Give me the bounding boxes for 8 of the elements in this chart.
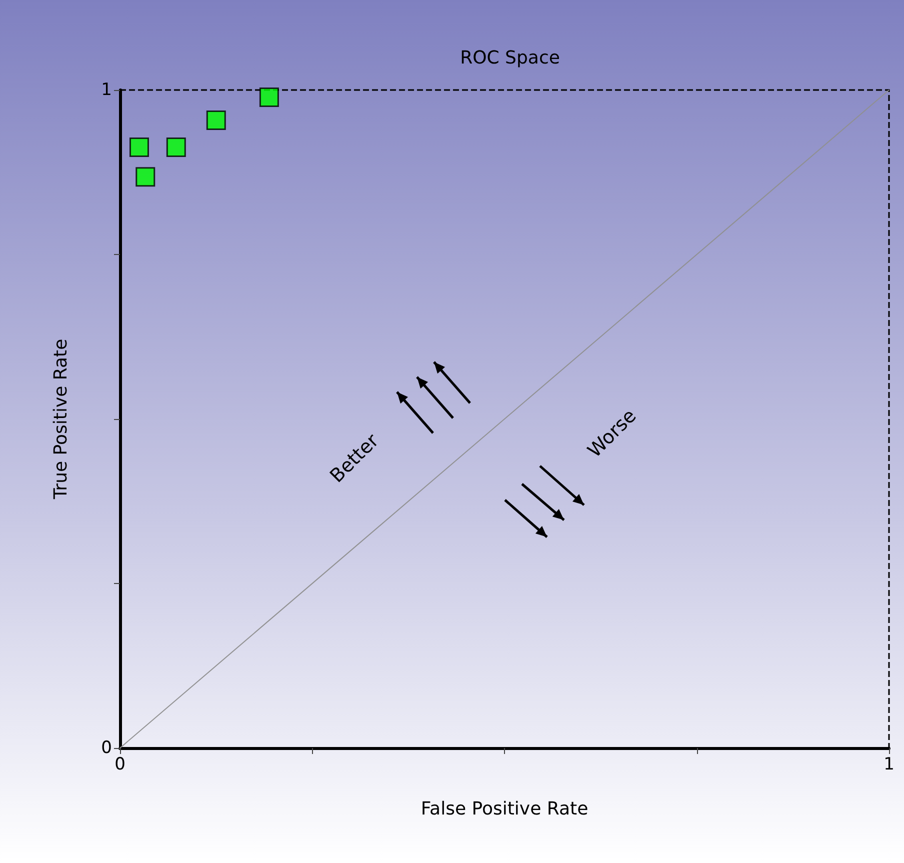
point	[136, 167, 156, 187]
y-axis-title: True Positive Rate	[50, 338, 72, 500]
x-axis-title: False Positive Rate	[420, 798, 588, 820]
point	[259, 87, 279, 107]
point	[166, 137, 186, 157]
chart-title: ROC Space	[460, 48, 560, 68]
point	[206, 110, 226, 130]
point	[129, 137, 149, 157]
